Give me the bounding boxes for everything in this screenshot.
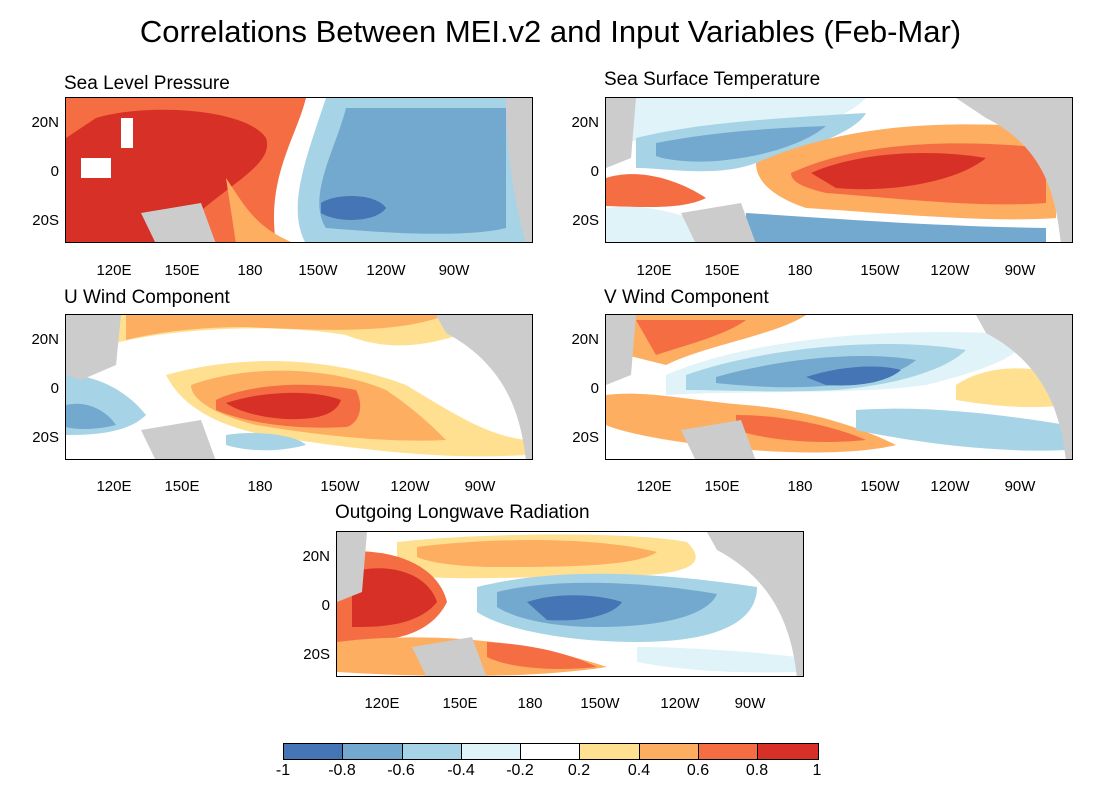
lon-label: 180 (787, 478, 813, 495)
panel-title-sst: Sea Surface Temperature (604, 69, 821, 90)
colorbar-label: 0.2 (567, 762, 591, 779)
colorbar-label: 0.6 (686, 762, 710, 779)
colorbar-box (758, 744, 818, 759)
lon-label: 150E (164, 478, 200, 495)
colorbar-label: 0.8 (745, 762, 769, 779)
map-panel-vwind (605, 314, 1073, 460)
lat-label: 20S (303, 646, 330, 663)
lon-label: 150E (164, 262, 200, 279)
lat-label: 0 (50, 163, 59, 180)
lon-label: 120W (366, 262, 406, 279)
lon-label: 120E (96, 478, 132, 495)
panel-title-vwind: V Wind Component (604, 287, 769, 308)
colorbar-label: -0.4 (447, 762, 475, 779)
colorbar-box (699, 744, 759, 759)
lat-label: 0 (321, 597, 330, 614)
map-panel-sst (605, 97, 1073, 243)
colorbar-box (580, 744, 640, 759)
lat-label: 20N (31, 114, 59, 131)
colorbar-box (343, 744, 403, 759)
lon-label: 120E (636, 478, 672, 495)
lat-label: 20S (32, 212, 59, 229)
lon-label: 180 (237, 262, 263, 279)
lon-label: 150E (704, 262, 740, 279)
lat-label: 0 (590, 163, 599, 180)
lon-label: 90W (1004, 262, 1036, 279)
lon-label: 120W (930, 478, 970, 495)
colorbar-box (402, 744, 462, 759)
lat-label: 20S (572, 429, 599, 446)
lon-label: 120E (636, 262, 672, 279)
colorbar-label: -0.8 (328, 762, 356, 779)
lon-label: 120W (930, 262, 970, 279)
panel-title-uwind: U Wind Component (64, 287, 230, 308)
lon-label: 120E (96, 262, 132, 279)
lon-label: 150W (860, 478, 900, 495)
lon-label: 180 (247, 478, 273, 495)
lon-label: 120W (660, 695, 700, 712)
lon-label: 150E (442, 695, 478, 712)
lon-label: 150W (580, 695, 620, 712)
lon-label: 150E (704, 478, 740, 495)
colorbar-box (461, 744, 522, 759)
panel-title-slp: Sea Level Pressure (64, 73, 230, 94)
map-panel-olr (336, 531, 804, 677)
lon-label: 120W (390, 478, 430, 495)
figure-title: Correlations Between MEI.v2 and Input Va… (139, 14, 962, 49)
colorbar-label: -1 (275, 762, 291, 779)
lat-label: 20N (302, 548, 330, 565)
colorbar-label: -0.2 (506, 762, 534, 779)
lat-label: 20N (31, 331, 59, 348)
colorbar-label: 1 (812, 762, 822, 779)
lon-label: 180 (787, 262, 813, 279)
lat-label: 0 (50, 380, 59, 397)
colorbar-box (639, 744, 700, 759)
lon-label: 90W (438, 262, 470, 279)
colorbar-box (521, 744, 581, 759)
lat-label: 20N (571, 114, 599, 131)
lat-label: 0 (590, 380, 599, 397)
map-panel-slp (65, 97, 533, 243)
lat-label: 20S (32, 429, 59, 446)
lon-label: 150W (298, 262, 338, 279)
lon-label: 180 (517, 695, 543, 712)
lon-label: 90W (1004, 478, 1036, 495)
colorbar (283, 743, 819, 760)
colorbar-box (284, 744, 344, 759)
colorbar-label: -0.6 (387, 762, 415, 779)
lat-label: 20N (571, 331, 599, 348)
panel-title-olr: Outgoing Longwave Radiation (335, 502, 590, 523)
colorbar-label: 0.4 (627, 762, 651, 779)
lon-label: 120E (364, 695, 400, 712)
lat-label: 20S (572, 212, 599, 229)
map-panel-uwind (65, 314, 533, 460)
lon-label: 150W (860, 262, 900, 279)
lon-label: 150W (320, 478, 360, 495)
lon-label: 90W (734, 695, 766, 712)
lon-label: 90W (464, 478, 496, 495)
